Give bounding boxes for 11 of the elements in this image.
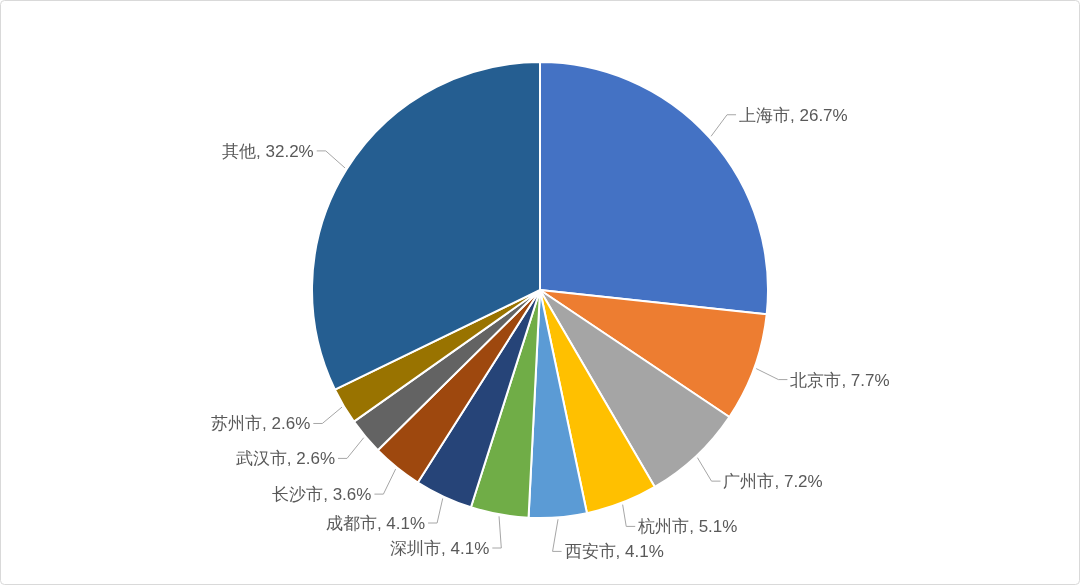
slice-label: 西安市, 4.1% (564, 542, 664, 562)
slice-label: 杭州市, 5.1% (637, 517, 738, 537)
slice-label: 深圳市, 4.1% (390, 538, 490, 558)
slice-label: 成都市, 4.1% (325, 513, 426, 533)
slice-label: 其他, 32.2% (222, 141, 314, 161)
slice-label: 长沙市, 3.6% (272, 485, 372, 505)
slice-label: 北京市, 7.7% (790, 370, 890, 390)
slice-label: 上海市, 26.7% (739, 105, 848, 125)
slice-label: 广州市, 7.2% (723, 472, 823, 492)
slice-label: 苏州市, 2.6% (211, 414, 311, 434)
slice-label: 武汉市, 2.6% (235, 449, 336, 469)
